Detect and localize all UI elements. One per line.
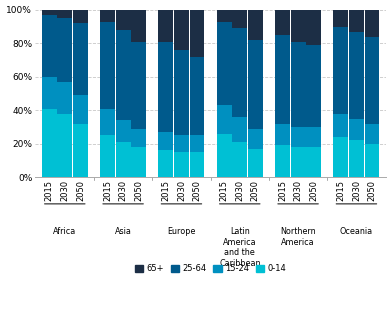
Bar	[190, 57, 204, 135]
Bar	[349, 10, 364, 31]
Bar	[306, 45, 321, 127]
Legend: 65+, 25-64, 15-24, 0-14: 65+, 25-64, 15-24, 0-14	[132, 261, 289, 277]
Bar	[349, 31, 364, 118]
Bar	[100, 109, 115, 135]
Bar	[131, 42, 146, 129]
Bar	[100, 10, 115, 22]
Bar	[275, 10, 290, 35]
Bar	[116, 30, 131, 120]
Bar	[42, 77, 57, 109]
Bar	[42, 15, 57, 77]
Bar	[248, 10, 263, 40]
Bar	[248, 149, 263, 177]
Bar	[232, 117, 247, 142]
Bar	[349, 118, 364, 140]
Bar	[365, 124, 379, 144]
Bar	[158, 42, 173, 132]
Bar	[217, 10, 232, 22]
Bar	[174, 10, 189, 50]
Bar	[365, 37, 379, 124]
Bar	[174, 135, 189, 152]
Bar	[73, 95, 88, 124]
Bar	[248, 129, 263, 149]
Bar	[100, 22, 115, 109]
Bar	[275, 145, 290, 177]
Text: Northern
America: Northern America	[280, 227, 316, 247]
Bar	[73, 10, 88, 23]
Bar	[349, 140, 364, 177]
Text: Europe: Europe	[167, 227, 196, 236]
Bar	[333, 137, 348, 177]
Bar	[174, 50, 189, 135]
Bar	[158, 150, 173, 177]
Bar	[365, 10, 379, 37]
Bar	[42, 10, 57, 15]
Bar	[232, 142, 247, 177]
Bar	[291, 147, 305, 177]
Bar	[100, 135, 115, 177]
Bar	[248, 40, 263, 129]
Bar	[217, 133, 232, 177]
Bar	[42, 109, 57, 177]
Bar	[333, 27, 348, 113]
Bar	[73, 124, 88, 177]
Text: Africa: Africa	[53, 227, 76, 236]
Bar	[306, 147, 321, 177]
Bar	[365, 144, 379, 177]
Bar	[158, 132, 173, 150]
Bar	[275, 35, 290, 124]
Bar	[190, 135, 204, 152]
Bar	[291, 10, 305, 42]
Text: Asia: Asia	[115, 227, 131, 236]
Bar	[333, 113, 348, 137]
Bar	[131, 129, 146, 147]
Bar	[291, 42, 305, 127]
Bar	[131, 10, 146, 42]
Bar	[158, 10, 173, 42]
Bar	[217, 22, 232, 105]
Bar	[190, 10, 204, 57]
Bar	[73, 23, 88, 95]
Bar	[232, 28, 247, 117]
Bar	[306, 127, 321, 147]
Bar	[232, 10, 247, 28]
Bar	[57, 82, 72, 113]
Text: Oceania: Oceania	[340, 227, 373, 236]
Bar	[116, 10, 131, 30]
Bar	[190, 152, 204, 177]
Bar	[174, 152, 189, 177]
Bar	[57, 18, 72, 82]
Bar	[131, 147, 146, 177]
Bar	[275, 124, 290, 145]
Bar	[291, 127, 305, 147]
Bar	[57, 10, 72, 18]
Bar	[57, 113, 72, 177]
Bar	[333, 10, 348, 27]
Bar	[217, 105, 232, 133]
Bar	[116, 142, 131, 177]
Bar	[306, 10, 321, 45]
Bar	[116, 120, 131, 142]
Text: Latin
America
and the
Caribbean: Latin America and the Caribbean	[219, 227, 261, 268]
